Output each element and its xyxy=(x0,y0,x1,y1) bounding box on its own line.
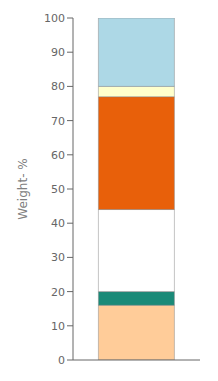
svg-text:Weight- %: Weight- % xyxy=(16,158,30,219)
svg-text:40: 40 xyxy=(51,217,65,230)
svg-text:10: 10 xyxy=(51,320,65,333)
svg-text:0: 0 xyxy=(58,354,65,367)
svg-text:90: 90 xyxy=(51,46,65,59)
svg-text:60: 60 xyxy=(51,149,65,162)
svg-text:100: 100 xyxy=(44,12,65,25)
svg-text:50: 50 xyxy=(51,183,65,196)
svg-text:30: 30 xyxy=(51,251,65,264)
svg-text:70: 70 xyxy=(51,115,65,128)
svg-text:20: 20 xyxy=(51,286,65,299)
svg-text:80: 80 xyxy=(51,80,65,93)
